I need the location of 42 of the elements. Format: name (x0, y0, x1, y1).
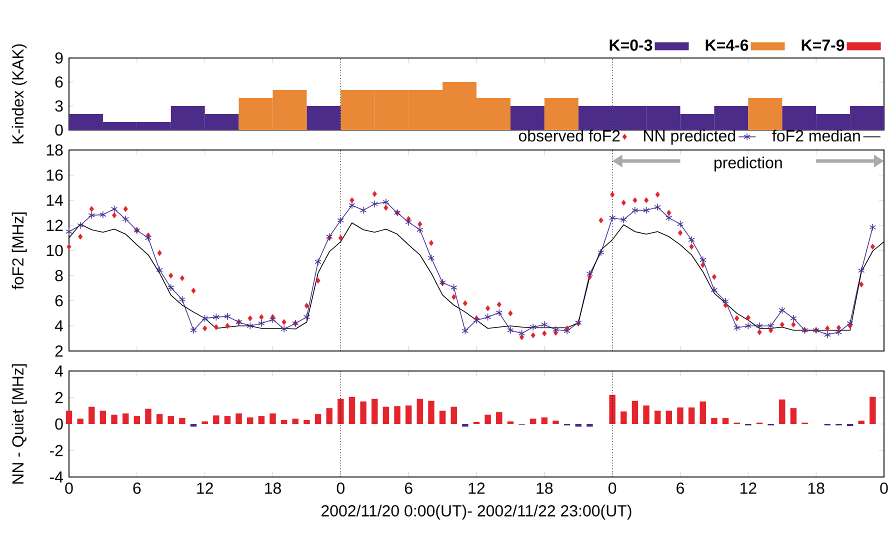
x-tick-label: 6 (404, 482, 412, 494)
y-tick-label: -2 (50, 444, 63, 456)
y-tick-label: 10 (46, 244, 63, 256)
annotation: prediction (714, 156, 782, 172)
x-tick-label: 6 (133, 482, 141, 494)
y-tick-label: 4 (54, 320, 63, 332)
x-tick-label: 0 (336, 482, 344, 494)
legend-label: K=7-9 (802, 40, 844, 51)
y-tick-label: 0 (55, 418, 63, 430)
legend-label: NN predicted (644, 130, 736, 145)
legend-label: observed foF2 (518, 130, 620, 142)
y-tick-label: 4 (54, 366, 63, 377)
y-tick-label: 6 (55, 295, 63, 306)
x-tick-label: 0 (880, 482, 888, 494)
x-tick-label: 12 (197, 482, 213, 494)
x-tick-label: 12 (740, 482, 756, 494)
x-tick-label: 12 (468, 482, 485, 494)
y-tick-label: 12 (46, 220, 63, 231)
x-tick-label: 0 (608, 482, 616, 494)
y-tick-label: 8 (55, 270, 63, 282)
y-axis-title: NN - Quiet [MHz] (12, 364, 27, 484)
y-tick-label: 0 (55, 124, 63, 136)
y-tick-label: 16 (46, 169, 63, 181)
y-tick-label: 18 (46, 144, 63, 156)
y-axis-title: K-index (KAK) (12, 44, 27, 144)
x-tick-label: 0 (65, 482, 73, 494)
y-tick-label: 2 (55, 345, 63, 357)
x-tick-label: 6 (676, 482, 684, 494)
y-tick-label: 2 (55, 392, 63, 404)
y-axis-title: foF2 [MHz] (12, 212, 27, 290)
y-tick-label: 14 (46, 194, 63, 206)
legend-label: K=4-6 (706, 40, 748, 51)
x-axis-title: 2002/11/20 0:00(UT)- 2002/11/22 23:00(UT) (322, 504, 632, 520)
x-tick-label: 18 (808, 482, 824, 494)
legend-label: K=0-3 (610, 40, 652, 51)
y-tick-label: -4 (50, 471, 63, 483)
y-tick-label: 6 (55, 76, 63, 88)
legend-label: foF2 median (772, 130, 860, 142)
y-tick-label: 9 (55, 52, 63, 64)
y-tick-label: 3 (55, 100, 63, 112)
x-tick-label: 18 (265, 482, 281, 494)
x-tick-label: 18 (536, 482, 553, 494)
